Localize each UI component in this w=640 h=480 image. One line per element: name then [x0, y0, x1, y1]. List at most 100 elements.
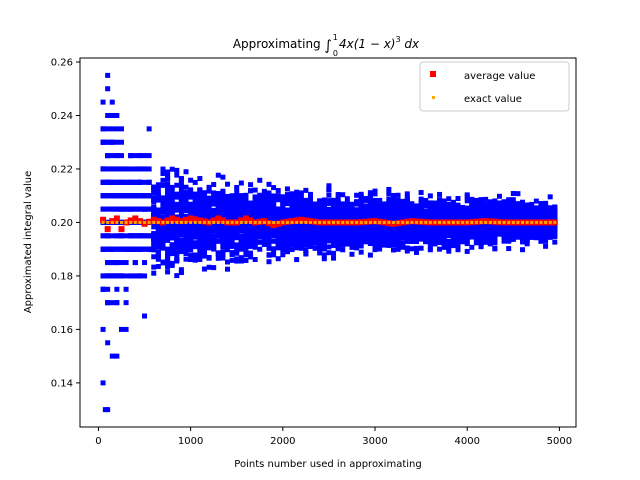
sample-point: [515, 204, 521, 210]
sample-point: [307, 241, 313, 247]
sample-point: [423, 213, 429, 219]
sample-point: [211, 193, 217, 199]
sample-point: [238, 212, 244, 218]
sample-point: [307, 244, 313, 250]
sample-point: [363, 237, 369, 243]
sample-point: [515, 201, 521, 207]
sample-point: [266, 245, 272, 251]
sample-point: [418, 245, 424, 251]
sample-point: [460, 235, 466, 241]
sample-point: [331, 208, 337, 214]
sample-point: [400, 240, 406, 246]
sample-point: [165, 226, 171, 232]
sample-point: [349, 201, 355, 207]
sample-point: [118, 126, 124, 132]
sample-point: [183, 190, 189, 196]
sample-point: [326, 200, 332, 206]
sample-point: [298, 245, 304, 251]
sample-point: [423, 236, 429, 242]
sample-point: [303, 234, 309, 240]
sample-point: [543, 200, 549, 206]
sample-point: [197, 256, 203, 262]
sample-point: [533, 208, 539, 214]
sample-point: [414, 227, 420, 233]
sample-point: [340, 242, 346, 248]
sample-point: [294, 203, 300, 209]
sample-point: [215, 201, 221, 207]
sample-point: [155, 241, 161, 247]
sample-point: [261, 237, 267, 243]
sample-point: [496, 200, 502, 206]
sample-point: [142, 179, 148, 185]
sample-point: [105, 260, 111, 266]
sample-point: [349, 244, 355, 250]
sample-point: [390, 239, 396, 245]
sample-point: [105, 139, 111, 145]
sample-point: [100, 286, 106, 292]
sample-point: [132, 246, 138, 252]
sample-point: [238, 223, 244, 229]
sample-point: [496, 226, 502, 232]
sample-point: [284, 245, 290, 251]
sample-point: [275, 245, 281, 251]
sample-point: [206, 226, 212, 232]
sample-point: [496, 230, 502, 236]
sample-point: [220, 234, 226, 240]
sample-point: [524, 231, 530, 237]
sample-point: [160, 237, 166, 243]
sample-point: [229, 214, 235, 220]
sample-point: [354, 243, 360, 249]
sample-point: [381, 231, 387, 237]
average-point: [150, 216, 157, 223]
sample-point: [450, 243, 456, 249]
sample-point: [192, 198, 198, 204]
sample-point: [418, 211, 424, 217]
sample-point: [363, 206, 369, 212]
sample-point: [483, 212, 489, 218]
sample-point: [455, 244, 461, 250]
sample-point: [423, 232, 429, 238]
sample-point: [165, 172, 171, 178]
sample-point: [464, 224, 470, 230]
sample-point: [395, 201, 401, 207]
sample-point: [151, 199, 157, 205]
sample-point: [321, 228, 327, 234]
sample-point: [427, 239, 433, 245]
sample-point: [155, 186, 161, 192]
sample-point: [321, 256, 327, 262]
sample-point: [280, 215, 286, 221]
sample-point: [178, 249, 184, 255]
sample-point: [114, 206, 120, 212]
sample-point: [165, 264, 171, 270]
sample-point: [298, 195, 304, 201]
sample-point: [261, 240, 267, 246]
sample-point: [414, 211, 420, 217]
sample-point: [455, 196, 461, 202]
sample-point: [510, 210, 516, 216]
sample-point: [146, 246, 152, 252]
sample-point: [248, 212, 254, 218]
sample-point: [437, 216, 443, 222]
sample-point: [151, 187, 157, 193]
sample-point: [469, 210, 475, 216]
average-point: [242, 215, 249, 222]
sample-point: [487, 233, 493, 239]
sample-point: [201, 249, 207, 255]
sample-point: [206, 209, 212, 215]
sample-point: [174, 242, 180, 248]
sample-point: [243, 226, 249, 232]
sample-point: [271, 212, 277, 218]
sample-point: [344, 229, 350, 235]
sample-point: [100, 380, 106, 386]
sample-point: [437, 225, 443, 231]
sample-point: [151, 264, 157, 270]
sample-point: [395, 246, 401, 252]
sample-point: [284, 222, 290, 228]
sample-point: [501, 231, 507, 237]
sample-point: [261, 234, 267, 240]
sample-point: [220, 228, 226, 234]
sample-point: [151, 209, 157, 215]
sample-point: [437, 246, 443, 252]
sample-point: [142, 233, 148, 239]
sample-point: [510, 230, 516, 236]
